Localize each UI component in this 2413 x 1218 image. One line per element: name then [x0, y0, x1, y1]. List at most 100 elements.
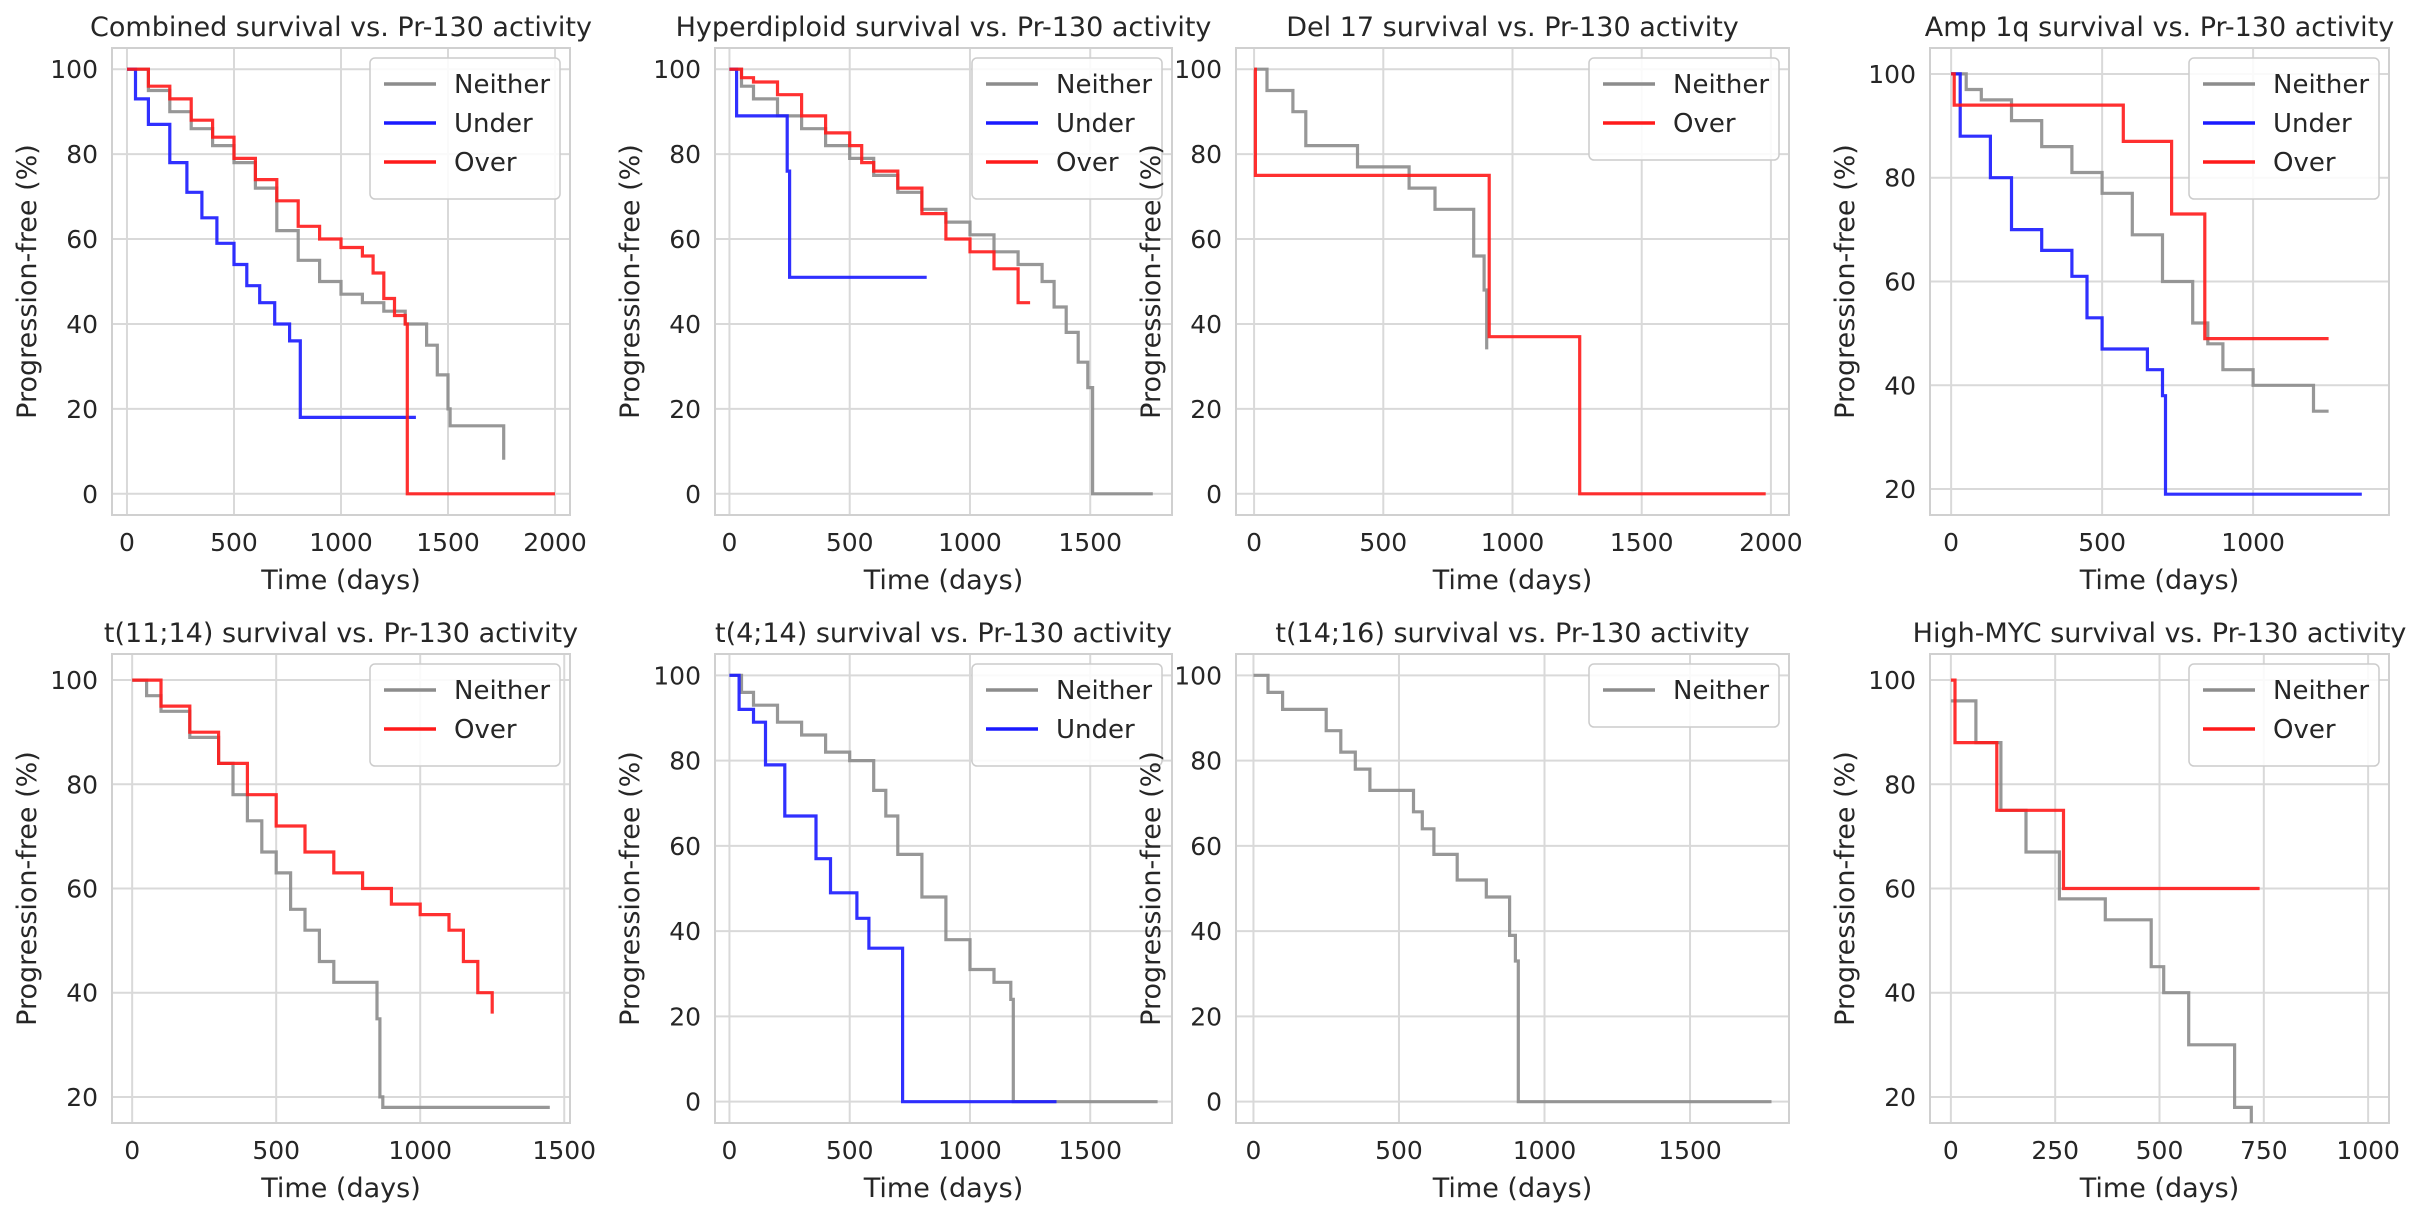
legend: Neither Over	[369, 663, 561, 767]
chart-panel-7: 0 500 1000 1500 0 20 40 60 80 100 t(14;16) surviva…	[1136, 618, 1790, 1204]
x-tick-label: 1500	[1058, 528, 1122, 557]
x-tick-label: 1500	[532, 1136, 596, 1165]
x-axis-label: Time (days)	[2079, 565, 2239, 596]
x-tick-label: 0	[721, 1136, 737, 1165]
y-tick-label: 80	[1190, 140, 1222, 169]
legend-label: Under	[2273, 109, 2352, 139]
series-line-neither	[729, 673, 1158, 1104]
chart-panel-1: 0 500 1000 1500 2000 0 20 40 60 80 100 Combined sur…	[12, 12, 592, 596]
y-tick-label: 60	[1884, 268, 1916, 297]
series-line-over	[132, 678, 494, 1014]
series-group	[729, 673, 1158, 1104]
chart-panel-2: 0 500 1000 1500 0 20 40 60 80 100 Hyperdiploid sur…	[615, 12, 1211, 596]
y-tick-label: 0	[82, 480, 98, 509]
x-tick-label: 500	[2078, 528, 2126, 557]
series-line-over	[729, 67, 1031, 305]
x-tick-label: 500	[826, 1136, 874, 1165]
y-axis-label: Progression-free (%)	[1136, 144, 1167, 419]
y-tick-label: 40	[66, 979, 98, 1008]
y-axis-label: Progression-free (%)	[615, 144, 646, 419]
x-tick-label: 2000	[1739, 528, 1803, 557]
legend-label: Neither	[1673, 70, 1769, 100]
x-tick-label: 1000	[1513, 1136, 1577, 1165]
y-tick-label: 20	[66, 395, 98, 424]
x-tick-label: 1000	[2221, 528, 2285, 557]
chart-title: Del 17 survival vs. Pr-130 activity	[1286, 12, 1739, 43]
chart-title: Combined survival vs. Pr-130 activity	[90, 12, 592, 43]
legend-label: Over	[454, 148, 517, 178]
y-axis-label: Progression-free (%)	[1830, 144, 1861, 419]
x-tick-label: 0	[119, 528, 135, 557]
x-tick-label: 1500	[416, 528, 480, 557]
series-line-over	[1950, 678, 2260, 891]
chart-panel-8: 0 250 500 750 1000 20 40 60 80 100 High-MYC surviv…	[1830, 618, 2406, 1204]
y-tick-label: 60	[66, 875, 98, 904]
y-tick-label: 0	[685, 480, 701, 509]
y-axis-label: Progression-free (%)	[1830, 751, 1861, 1026]
legend-label: Over	[454, 715, 517, 745]
plot-frame	[111, 47, 571, 516]
plot-frame	[1235, 653, 1790, 1124]
y-tick-label: 40	[669, 917, 701, 946]
x-tick-label: 0	[721, 528, 737, 557]
y-tick-label: 20	[669, 395, 701, 424]
y-tick-label: 20	[1190, 1002, 1222, 1031]
x-tick-label: 750	[2240, 1136, 2288, 1165]
legend-label: Over	[2273, 715, 2336, 745]
y-tick-label: 20	[669, 1002, 701, 1031]
chart-panel-6: 0 500 1000 1500 0 20 40 60 80 100 t(4;14) survival…	[615, 618, 1173, 1204]
series-line-under	[729, 67, 927, 279]
x-tick-label: 1000	[938, 528, 1002, 557]
y-tick-label: 100	[1174, 661, 1222, 690]
y-tick-label: 100	[50, 55, 98, 84]
x-tick-label: 0	[124, 1136, 140, 1165]
x-tick-label: 0	[1246, 1136, 1262, 1165]
series-line-neither	[1950, 699, 2253, 1123]
x-tick-label: 500	[1359, 528, 1407, 557]
chart-title: Amp 1q survival vs. Pr-130 activity	[1925, 12, 2395, 43]
chart-title: t(11;14) survival vs. Pr-130 activity	[104, 618, 578, 649]
x-tick-label: 500	[252, 1136, 300, 1165]
x-tick-label: 1000	[2336, 1136, 2400, 1165]
legend-label: Neither	[454, 70, 550, 100]
x-tick-label: 500	[826, 528, 874, 557]
y-tick-label: 60	[669, 225, 701, 254]
x-tick-label: 1000	[1481, 528, 1545, 557]
plot-frame	[714, 653, 1173, 1124]
plot-frame	[714, 47, 1173, 516]
x-tick-label: 1500	[1610, 528, 1674, 557]
x-axis-label: Time (days)	[863, 565, 1023, 596]
y-tick-label: 0	[685, 1088, 701, 1117]
plot-frame	[1235, 47, 1790, 516]
chart-panel-3: 0 500 1000 1500 2000 0 20 40 60 80 100 Del 17 survi…	[1136, 12, 1803, 596]
series-line-neither	[1951, 72, 2329, 413]
series-group	[1950, 678, 2260, 1123]
plot-frame	[111, 653, 571, 1124]
x-tick-label: 500	[1375, 1136, 1423, 1165]
series-line-over	[127, 67, 555, 496]
x-tick-label: 500	[2136, 1136, 2184, 1165]
y-tick-label: 60	[1884, 875, 1916, 904]
y-axis-label: Progression-free (%)	[615, 751, 646, 1026]
series-line-over	[1951, 72, 2329, 341]
series-line-under	[729, 673, 1057, 1104]
legend-label: Neither	[1056, 70, 1152, 100]
x-tick-label: 2000	[523, 528, 587, 557]
x-tick-label: 1000	[309, 528, 373, 557]
legend-label: Under	[454, 109, 533, 139]
x-tick-label: 0	[1943, 528, 1959, 557]
x-axis-label: Time (days)	[260, 565, 420, 596]
y-tick-label: 80	[1884, 770, 1916, 799]
legend-label: Neither	[1673, 676, 1769, 706]
series-group	[1253, 673, 1772, 1104]
series-group	[729, 67, 1153, 496]
series-line-neither	[1254, 67, 1489, 350]
x-tick-label: 0	[1943, 1136, 1959, 1165]
legend-label: Under	[1056, 109, 1135, 139]
series-group	[1253, 67, 1766, 496]
y-tick-label: 80	[66, 140, 98, 169]
series-group	[132, 678, 550, 1109]
series-line-neither	[127, 67, 506, 460]
